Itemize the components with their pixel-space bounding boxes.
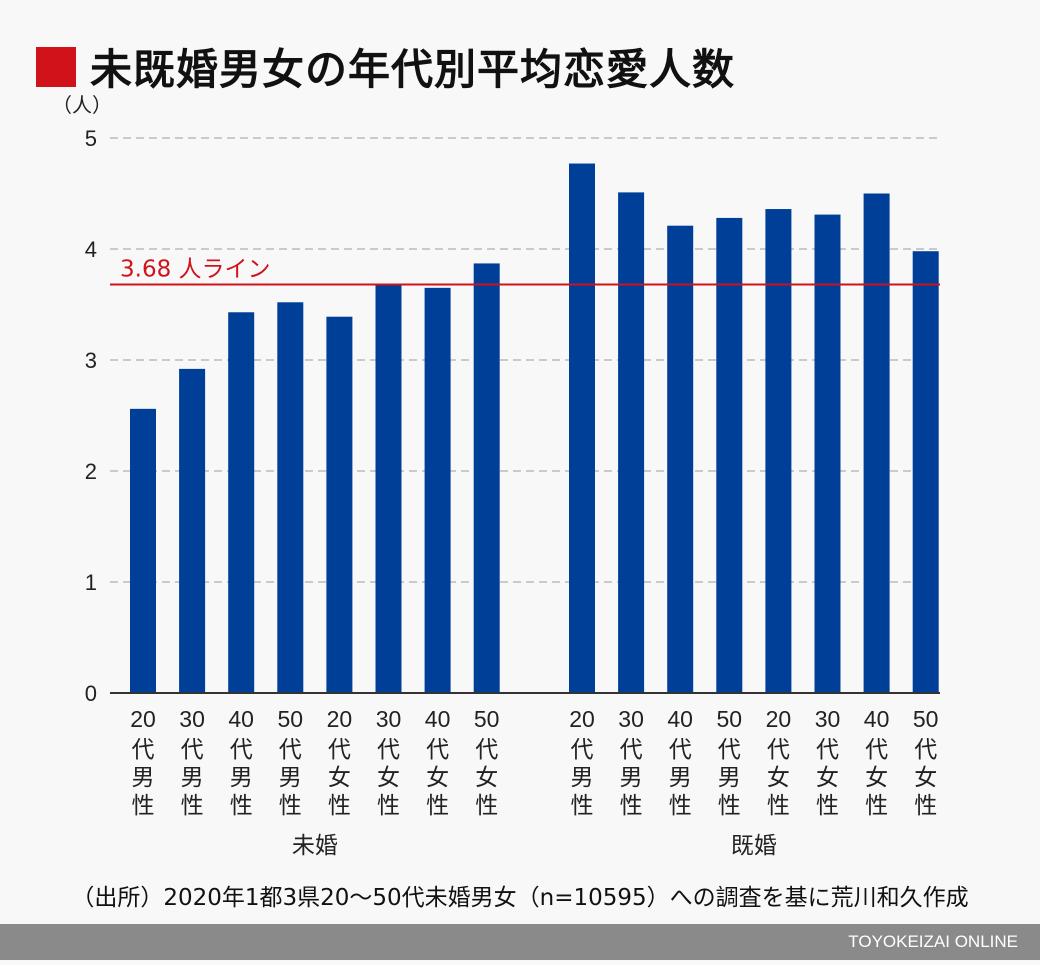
x-tick-label-char: 性 (181, 793, 204, 819)
x-tick-label-char: 代 (475, 737, 498, 763)
x-tick-label: 50 (913, 706, 939, 732)
x-tick-label-char: 性 (865, 793, 888, 819)
x-tick-label: 30 (815, 706, 841, 732)
x-tick-label-char: 性 (571, 793, 594, 819)
bar (716, 217, 743, 694)
x-tick-label-char: 男 (669, 765, 692, 791)
bar (473, 263, 500, 693)
x-tick-label-char: 女 (377, 765, 400, 791)
y-tick-label: 5 (85, 126, 97, 151)
x-tick-label-char: 性 (475, 793, 498, 819)
chart-title: 未既婚男女の年代別平均恋愛人数 (90, 45, 736, 94)
x-tick-label-char: 代 (181, 737, 204, 763)
x-tick-label-char: 男 (132, 765, 155, 791)
x-tick-label-char: 代 (767, 737, 790, 763)
x-tick-label: 20 (569, 706, 595, 732)
x-tick-label-char: 代 (279, 737, 302, 763)
group-label: 既婚 (731, 833, 777, 859)
title-marker-square (36, 46, 76, 87)
source-note: （出所）2020年1都3県20〜50代未婚男女（n=10595）への調査を基に荒… (71, 885, 969, 911)
x-tick-label-char: 代 (132, 737, 155, 763)
bar (277, 302, 304, 693)
x-tick-label-char: 男 (620, 765, 643, 791)
x-tick-label: 50 (474, 706, 500, 732)
y-axis-unit-label: （人） (52, 94, 112, 117)
brand-label: TOYOKEIZAI ONLINE (848, 932, 1018, 951)
x-tick-label: 40 (425, 706, 451, 732)
x-tick-label: 50 (278, 706, 304, 732)
bar (765, 209, 792, 694)
bar (814, 214, 841, 693)
x-tick-label-char: 性 (669, 793, 692, 819)
x-tick-label-char: 代 (816, 737, 839, 763)
x-tick-label-char: 代 (620, 737, 643, 763)
x-tick-label-char: 女 (426, 765, 449, 791)
x-tick-label-char: 男 (181, 765, 204, 791)
bar (130, 408, 156, 693)
x-tick-label: 40 (864, 706, 890, 732)
x-tick-label-char: 女 (475, 765, 498, 791)
bar (228, 312, 255, 693)
bar (569, 163, 595, 693)
x-tick-label: 20 (766, 706, 792, 732)
x-tick-label-char: 女 (865, 765, 888, 791)
x-tick-label-char: 性 (230, 793, 253, 819)
bar (179, 368, 206, 693)
bar (912, 251, 939, 693)
x-tick-label-char: 代 (377, 737, 400, 763)
x-tick-label: 20 (327, 706, 353, 732)
x-tick-label: 40 (667, 706, 693, 732)
x-tick-label: 30 (376, 706, 402, 732)
x-tick-label-char: 女 (328, 765, 351, 791)
bar-chart: （人）01234520代男性30代男性40代男性50代男性20代女性30代女性4… (52, 94, 940, 859)
x-tick-label-char: 代 (718, 737, 741, 763)
x-tick-label-char: 性 (914, 793, 937, 819)
x-tick-label-char: 性 (767, 793, 790, 819)
x-tick-label-char: 性 (718, 793, 741, 819)
x-tick-label-char: 性 (426, 793, 449, 819)
bar (667, 225, 694, 693)
x-tick-label-char: 男 (230, 765, 253, 791)
reference-line-label: 3.68 人ライン (120, 257, 271, 283)
x-tick-label-char: 性 (328, 793, 351, 819)
x-tick-label-char: 性 (816, 793, 839, 819)
x-tick-label-char: 性 (377, 793, 400, 819)
x-tick-label: 30 (618, 706, 644, 732)
group-label: 未婚 (292, 833, 338, 859)
chart-title-block: 未既婚男女の年代別平均恋愛人数 (36, 36, 735, 97)
x-tick-label-char: 男 (571, 765, 594, 791)
x-tick-label-char: 代 (230, 737, 253, 763)
footer-bar: TOYOKEIZAI ONLINE (0, 924, 1040, 960)
y-tick-label: 1 (85, 570, 97, 595)
x-tick-label-char: 性 (620, 793, 643, 819)
x-tick-label-char: 代 (571, 737, 594, 763)
x-tick-label-char: 性 (279, 793, 302, 819)
x-tick-label-char: 女 (816, 765, 839, 791)
x-tick-label-char: 男 (718, 765, 741, 791)
bar (863, 193, 890, 693)
bar (424, 287, 451, 693)
x-tick-label-char: 女 (914, 765, 937, 791)
x-tick-label: 50 (717, 706, 743, 732)
y-tick-label: 4 (85, 237, 97, 262)
x-tick-label-char: 女 (767, 765, 790, 791)
x-tick-label-char: 代 (669, 737, 692, 763)
x-tick-label-char: 代 (426, 737, 449, 763)
x-tick-label-char: 代 (914, 737, 937, 763)
y-tick-label: 2 (85, 459, 97, 484)
x-tick-label-char: 性 (132, 793, 155, 819)
x-tick-label: 40 (228, 706, 254, 732)
y-tick-label: 3 (85, 348, 97, 373)
bar (326, 316, 353, 693)
x-tick-label-char: 代 (865, 737, 888, 763)
x-tick-label-char: 男 (279, 765, 302, 791)
bar (375, 284, 402, 693)
x-tick-label: 30 (179, 706, 205, 732)
x-tick-label-char: 代 (328, 737, 351, 763)
x-tick-label: 20 (130, 706, 156, 732)
bar (618, 192, 645, 693)
y-tick-label: 0 (85, 681, 97, 706)
